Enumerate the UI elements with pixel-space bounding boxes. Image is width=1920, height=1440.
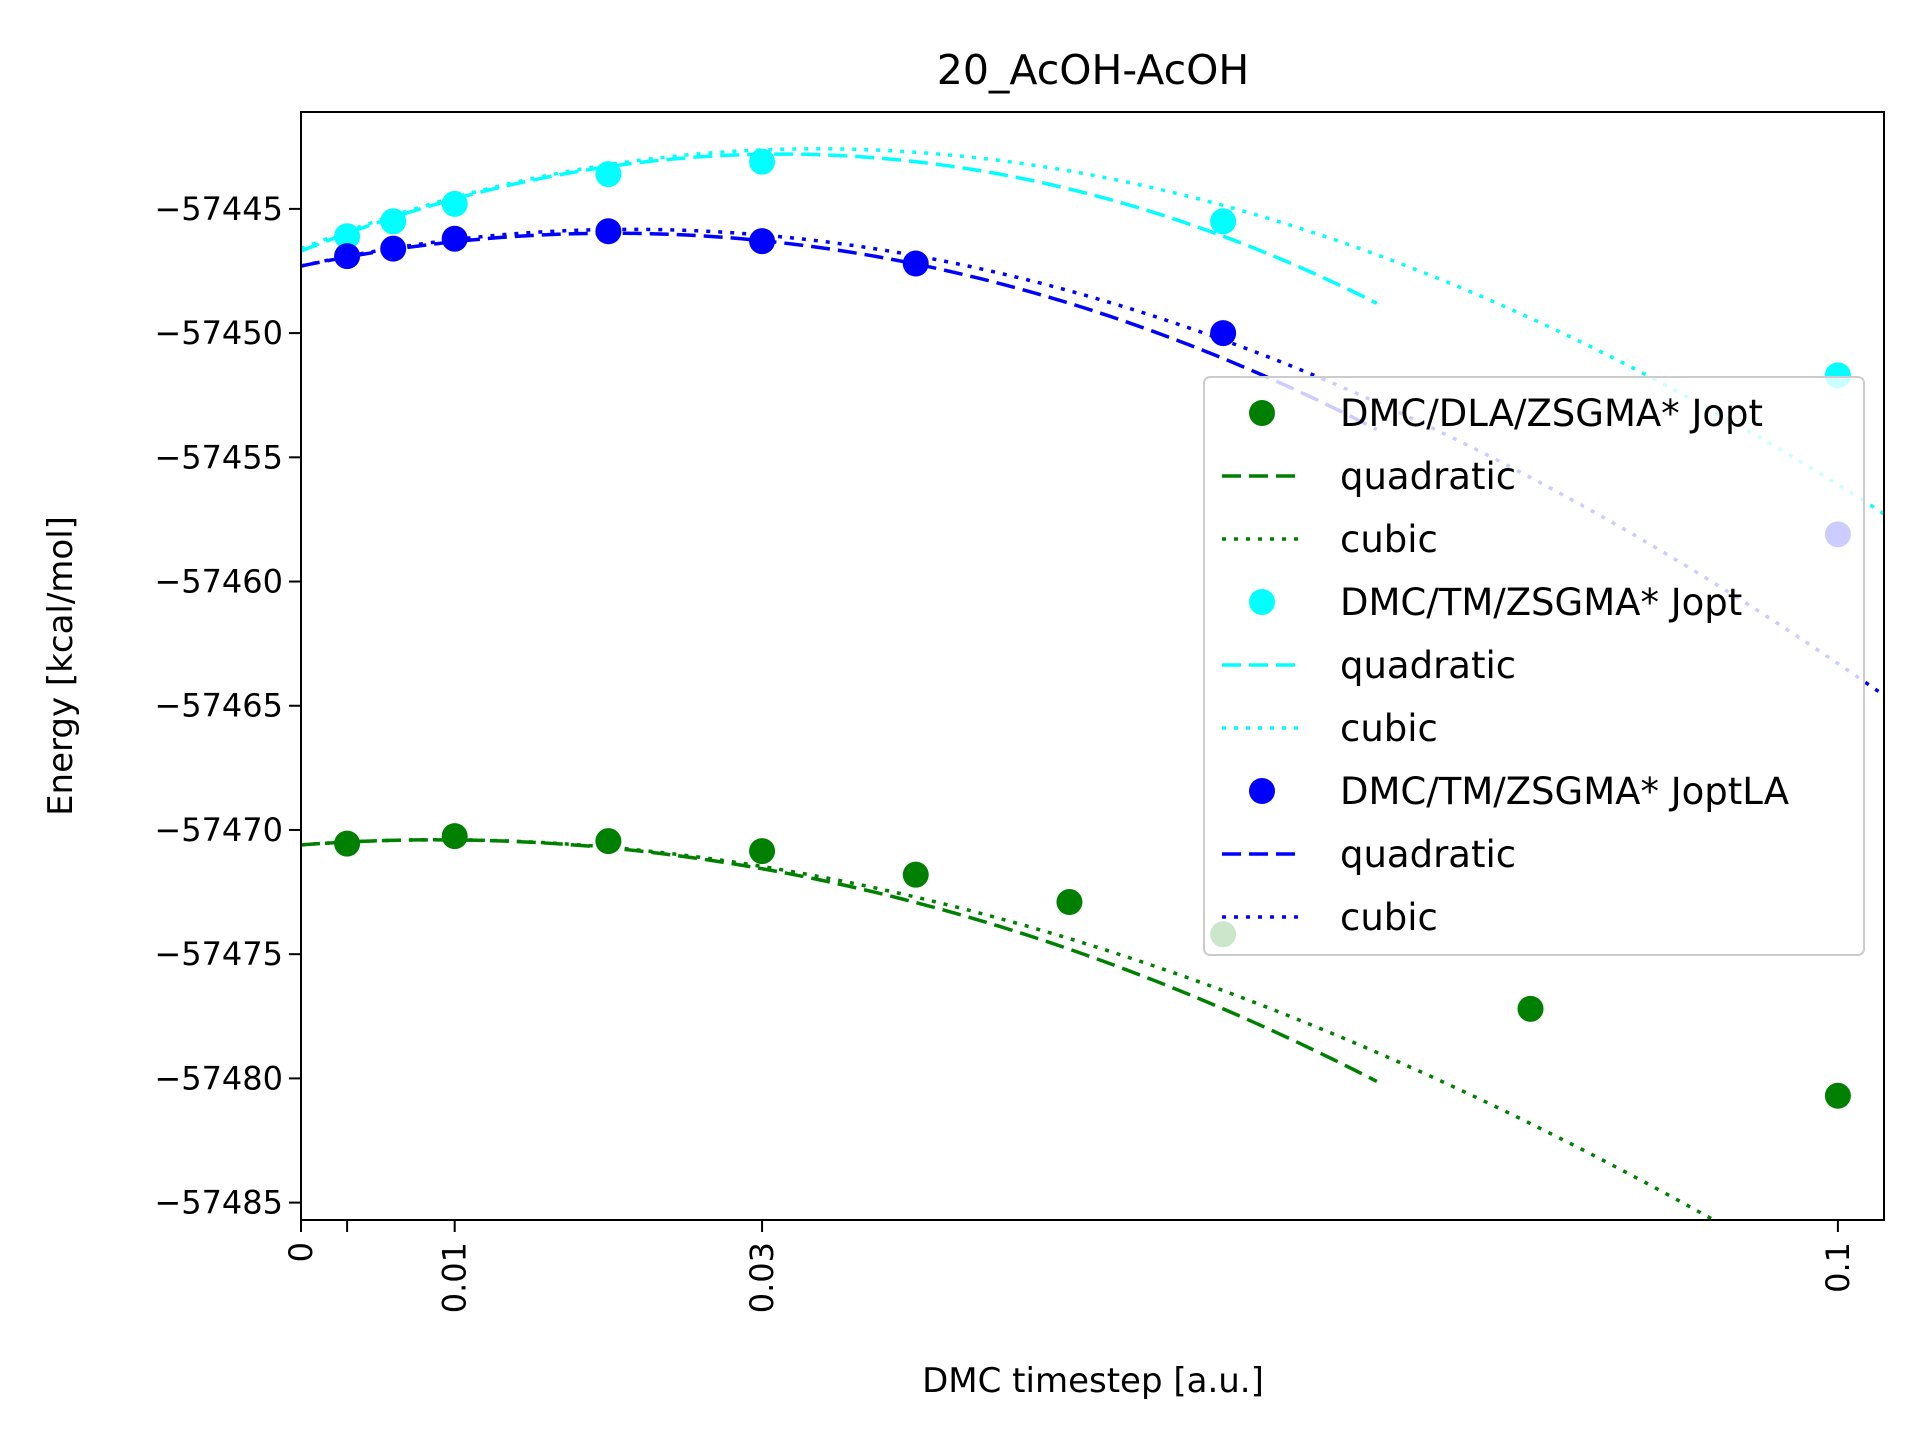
y-tick-label: −57450: [154, 314, 283, 352]
data-point-series-1: [1824, 1082, 1851, 1109]
legend: DMC/DLA/ZSGMA* Jopt quadratic cubic DMC/TM/…: [1203, 376, 1865, 956]
data-point-series-1: [441, 823, 468, 850]
legend-marker: [1249, 589, 1275, 615]
fit-curve-dotted-series-1: [301, 838, 1718, 1220]
legend-box: [1203, 376, 1865, 956]
y-tick-label: −57480: [154, 1059, 283, 1097]
data-point-series-1: [1517, 995, 1544, 1022]
y-tick-label: −57485: [154, 1184, 283, 1222]
fit-curve-dotted-series-2: [301, 147, 1884, 516]
data-point-series-2: [1210, 208, 1237, 235]
legend-marker: [1249, 778, 1275, 804]
y-tick-label: −57455: [154, 438, 283, 476]
y-tick-label: −57465: [154, 687, 283, 725]
data-point-series-2: [441, 190, 468, 217]
legend-label: DMC/TM/ZSGMA* Jopt: [1340, 581, 1742, 624]
x-tick-label: 0.1: [1819, 1242, 1857, 1293]
data-point-series-1: [334, 830, 361, 857]
legend-marker: [1249, 400, 1275, 426]
data-point-series-3: [902, 250, 929, 277]
data-point-series-2: [380, 208, 407, 235]
data-point-series-1: [1056, 889, 1083, 916]
y-tick-label: −57460: [154, 563, 283, 601]
data-point-series-3: [749, 228, 776, 255]
data-point-series-2: [749, 148, 776, 175]
legend-label: DMC/TM/ZSGMA* JoptLA: [1340, 770, 1789, 813]
x-axis-label: DMC timestep [a.u.]: [922, 1361, 1264, 1401]
fit-curve-dotted-series-3: [301, 227, 1884, 697]
y-axis-label: Energy [kcal/mol]: [41, 516, 81, 816]
fit-curve-dashed-series-2: [301, 152, 1378, 305]
legend-label: cubic: [1340, 707, 1438, 750]
legend-label: cubic: [1340, 896, 1438, 939]
data-point-series-2: [334, 223, 361, 250]
data-point-series-3: [1210, 320, 1237, 347]
x-tick-label: 0: [282, 1242, 320, 1262]
data-point-series-1: [749, 838, 776, 865]
plot-area: [301, 147, 1884, 1220]
data-point-series-3: [334, 243, 361, 270]
legend-label: quadratic: [1340, 833, 1516, 876]
y-axis-ticks: −57445 −57450 −57455 −57460 −57465 −57470 −574…: [154, 190, 301, 1222]
fit-curve-dashed-series-3: [301, 231, 1378, 432]
x-tick-label: 0.03: [743, 1242, 781, 1313]
axes-frame: [300, 111, 1885, 1221]
x-tick-label: 0.01: [436, 1242, 474, 1313]
data-point-series-1: [595, 828, 622, 855]
legend-label: cubic: [1340, 518, 1438, 561]
data-point-series-1: [902, 861, 929, 888]
legend-label: quadratic: [1340, 455, 1516, 498]
legend-label: DMC/DLA/ZSGMA* Jopt: [1340, 392, 1763, 435]
data-point-series-2: [595, 161, 622, 188]
y-tick-label: −57445: [154, 190, 283, 228]
fit-curve-dashed-series-1: [301, 838, 1378, 1083]
y-tick-label: −57470: [154, 811, 283, 849]
y-tick-label: −57475: [154, 935, 283, 973]
chart-title: 20_AcOH-AcOH: [937, 46, 1250, 94]
data-point-series-3: [595, 218, 622, 245]
x-axis-ticks: 0 0.01 0.03 0.1: [282, 1220, 1857, 1313]
data-point-series-3: [441, 225, 468, 252]
legend-label: quadratic: [1340, 644, 1516, 687]
data-point-series-3: [380, 235, 407, 262]
